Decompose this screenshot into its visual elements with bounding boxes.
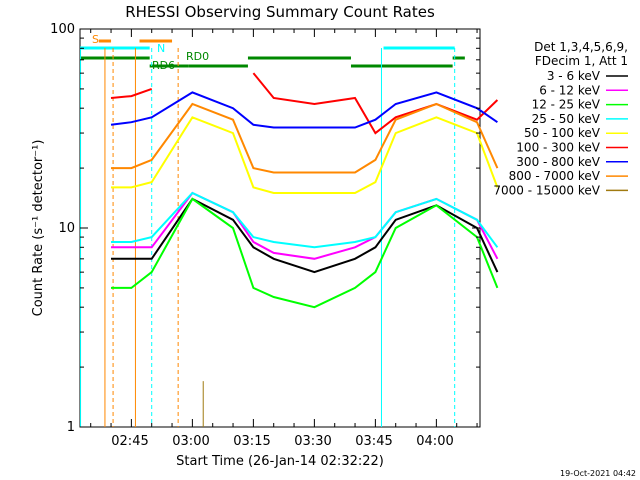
x-tick-label-0245: 02:45 xyxy=(111,434,148,449)
legend-label-0: 3 - 6 keV xyxy=(547,69,601,83)
legend-label-8: 7000 - 15000 keV xyxy=(493,183,600,197)
x-tick-label-0315: 03:15 xyxy=(233,434,270,449)
series-line-0 xyxy=(111,197,499,274)
axis-ticks xyxy=(80,28,480,428)
y-axis: 1 10 100 Count Rate (s⁻¹ detector⁻¹) xyxy=(31,22,75,435)
legend-label-7: 800 - 7000 keV xyxy=(509,169,601,183)
annotation-label-n: N xyxy=(157,42,165,55)
series-lines xyxy=(110,72,499,309)
x-tick-label-0400: 04:00 xyxy=(416,434,453,449)
x-axis-label: Start Time (26-Jan-14 02:32:22) xyxy=(176,454,384,469)
series-line-7 xyxy=(111,102,499,174)
legend-label-1: 6 - 12 keV xyxy=(539,83,601,97)
legend-label-6: 300 - 800 keV xyxy=(516,155,600,169)
legend-header-line2: FDecim 1, Att 1 xyxy=(535,54,628,68)
annotation-label-s: S xyxy=(92,33,99,46)
x-tick-label-0345: 03:45 xyxy=(355,434,392,449)
series-line-6 xyxy=(110,91,498,129)
series-line-1 xyxy=(111,191,499,260)
y-axis-label: Count Rate (s⁻¹ detector⁻¹) xyxy=(31,140,46,317)
plot-frame xyxy=(79,28,481,428)
series-line-4 xyxy=(111,116,499,194)
x-tick-label-0330: 03:30 xyxy=(294,434,331,449)
annotation-label-rd0: RD0 xyxy=(186,50,209,63)
chart-title: RHESSI Observing Summary Count Rates xyxy=(125,3,435,21)
legend-label-3: 25 - 50 keV xyxy=(532,112,601,126)
vertical-markers xyxy=(80,48,456,427)
legend-label-5: 100 - 300 keV xyxy=(516,141,600,155)
series-line-3 xyxy=(111,191,499,249)
footer-date: 19-Oct-2021 04:42 xyxy=(560,469,636,478)
legend: Det 1,3,4,5,6,9, FDecim 1, Att 1 3 - 6 k… xyxy=(493,40,628,197)
x-axis: 02:45 03:00 03:15 03:30 03:45 04:00 Star… xyxy=(111,434,453,469)
x-tick-label-0300: 03:00 xyxy=(172,434,209,449)
observing-spans: S N RD0 RD6 xyxy=(80,33,465,72)
y-tick-label-100: 100 xyxy=(50,22,75,37)
annotation-label-rd6: RD6 xyxy=(152,59,175,72)
legend-header-line1: Det 1,3,4,5,6,9, xyxy=(534,40,628,54)
legend-label-2: 12 - 25 keV xyxy=(532,98,601,112)
y-tick-label-10: 10 xyxy=(58,221,75,236)
series-line-5 xyxy=(110,72,499,135)
legend-label-4: 50 - 100 keV xyxy=(524,126,601,140)
y-tick-label-1: 1 xyxy=(67,420,75,435)
series-line-2 xyxy=(111,197,499,309)
